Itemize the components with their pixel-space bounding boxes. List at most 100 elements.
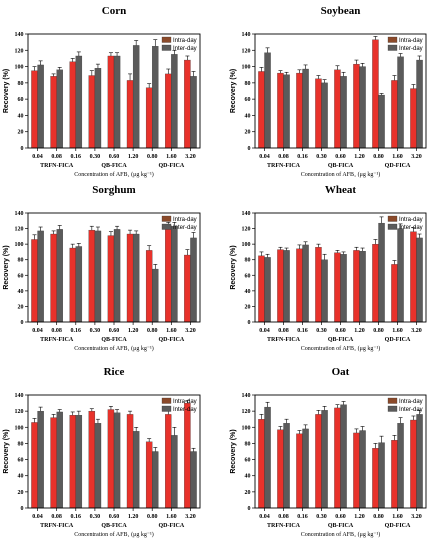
bar-inter-day	[37, 230, 44, 323]
group-label: QB-FICA	[328, 337, 354, 343]
y-tick-label: 40	[245, 289, 251, 295]
group-label: QD-FICA	[385, 163, 411, 169]
bar-inter-day	[321, 82, 328, 149]
y-axis-label: Recovery (%)	[3, 245, 10, 289]
bar-intra-day	[391, 440, 398, 509]
bar-inter-day	[378, 222, 385, 323]
y-tick-label: 120	[242, 227, 251, 233]
bar-intra-day	[126, 233, 134, 323]
legend-label: Intra-day	[173, 38, 197, 44]
y-tick-label: 20	[18, 304, 24, 310]
bar-inter-day	[302, 68, 309, 149]
x-tick-label: 0.08	[278, 154, 289, 160]
y-tick-label: 80	[18, 81, 24, 87]
bar-inter-day	[132, 45, 140, 149]
bar-inter-day	[340, 254, 347, 323]
y-tick-label: 40	[18, 289, 24, 295]
x-tick-label: 0.80	[147, 328, 158, 334]
bar-inter-day	[378, 442, 385, 509]
x-tick-label: 0.04	[32, 328, 43, 334]
bar-inter-day	[340, 76, 347, 149]
x-tick-label: 0.30	[90, 328, 101, 334]
bar-inter-day	[190, 451, 197, 509]
y-tick-label: 40	[245, 113, 251, 119]
x-tick-label: 0.08	[51, 514, 62, 520]
chart-panel-corn: Corn Recovery (%) 0 20 40 60 80 100 120 140 0.04 0.…	[3, 5, 201, 178]
bar-inter-day	[340, 404, 347, 509]
bar-intra-day	[391, 80, 398, 149]
x-tick-label: 0.60	[109, 154, 120, 160]
chart-panel-sorghum: Sorghum Recovery (%) 0 20 40 60 80 100 120 140 0.0…	[3, 184, 201, 352]
bar-intra-day	[353, 63, 360, 149]
group-label: TRFN-FICA	[40, 163, 74, 169]
y-tick-label: 60	[18, 458, 24, 464]
chart-panel-wheat: Wheat Recovery (%) 0 20 40 60 80 100 120 140 0.04 0…	[230, 184, 427, 352]
group-label: QD-FICA	[158, 337, 184, 343]
bar-inter-day	[56, 229, 63, 323]
y-tick-label: 120	[15, 48, 24, 54]
bar-intra-day	[50, 233, 57, 323]
x-tick-label: 0.16	[297, 514, 308, 520]
x-tick-label: 0.60	[335, 514, 346, 520]
x-tick-label: 1.60	[166, 514, 177, 520]
bar-intra-day	[88, 410, 96, 509]
legend-swatch-intra	[161, 36, 172, 43]
y-tick-label: 40	[245, 474, 251, 480]
x-tick-label: 0.16	[297, 328, 308, 334]
bar-inter-day	[113, 229, 121, 323]
legend-label: Intra-day	[399, 217, 423, 223]
bar-inter-day	[171, 54, 178, 149]
bar-intra-day	[184, 59, 191, 149]
group-label: TRFN-FICA	[40, 523, 74, 529]
bar-inter-day	[416, 414, 423, 509]
bar-intra-day	[69, 61, 76, 149]
x-tick-label: 1.20	[354, 154, 365, 160]
bar-intra-day	[315, 247, 322, 323]
group-label: QD-FICA	[385, 337, 411, 343]
bar-inter-day	[113, 412, 121, 509]
bar-inter-day	[56, 69, 63, 149]
x-tick-label: 0.60	[109, 514, 120, 520]
y-tick-label: 20	[18, 130, 24, 136]
x-tick-label: 0.80	[373, 154, 384, 160]
group-label: QB-FICA	[101, 523, 127, 529]
chart-title: Rice	[104, 366, 125, 378]
bar-intra-day	[277, 249, 284, 323]
y-axis-label: Recovery (%)	[3, 69, 10, 113]
y-tick-label: 0	[21, 146, 24, 152]
y-tick-label: 100	[15, 65, 24, 71]
y-tick-label: 20	[245, 304, 251, 310]
chart-panel-soybean: Soybean Recovery (%) 0 20 40 60 80 100 120 140 0.0…	[230, 5, 427, 178]
x-tick-label: 1.60	[392, 154, 403, 160]
bar-inter-day	[75, 55, 83, 149]
chart-title: Sorghum	[92, 184, 135, 196]
y-axis-label: Recovery (%)	[3, 429, 10, 473]
legend-label: Intra-day	[173, 217, 197, 223]
x-tick-label: 0.60	[335, 154, 346, 160]
y-tick-label: 20	[245, 490, 251, 496]
bar-inter-day	[359, 430, 366, 509]
plot-frame	[254, 212, 427, 323]
x-tick-label: 0.80	[373, 328, 384, 334]
legend-swatch-inter	[387, 405, 398, 412]
legend-label: Inter-day	[173, 407, 197, 413]
x-tick-label: 3.20	[411, 328, 422, 334]
x-tick-label: 1.60	[166, 328, 177, 334]
group-label: QD-FICA	[385, 523, 411, 529]
chart-title: Soybean	[321, 5, 361, 17]
x-tick-label: 0.04	[32, 154, 43, 160]
y-tick-label: 120	[242, 48, 251, 54]
legend-label: Intra-day	[399, 399, 423, 405]
group-label: TRFN-FICA	[40, 337, 74, 343]
bar-intra-day	[107, 409, 115, 509]
bar-intra-day	[334, 407, 341, 509]
y-tick-label: 140	[242, 32, 251, 38]
group-label: QD-FICA	[158, 163, 184, 169]
x-tick-label: 0.16	[71, 514, 82, 520]
x-tick-label: 0.60	[109, 328, 120, 334]
x-tick-label: 0.04	[259, 514, 270, 520]
y-tick-label: 20	[245, 130, 251, 136]
group-label: TRFN-FICA	[267, 337, 301, 343]
bar-intra-day	[184, 254, 191, 323]
